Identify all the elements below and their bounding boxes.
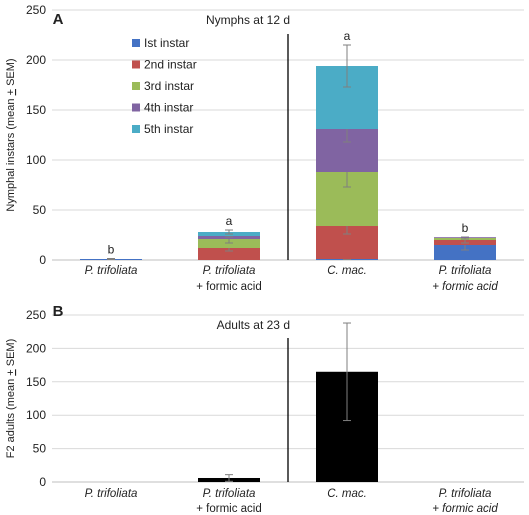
- panel-b-category-label: P. trifoliata: [439, 488, 492, 500]
- panel-a-significance-letter: a: [226, 214, 233, 228]
- panel-a-y-tick-label: 250: [26, 3, 46, 17]
- panel-a-legend-swatch: [132, 39, 140, 47]
- panel-b-bar-chart: 0 50 100 150 200 250 F2 adults (mean + SEM) B Ad…: [5, 303, 524, 515]
- panel-a-bar-segment: [434, 237, 496, 238]
- panel-a-legend-swatch: [132, 125, 140, 133]
- panel-b-category-label: P. trifoliata: [85, 488, 138, 500]
- panel-a-legend-swatch: [132, 60, 140, 69]
- panel-a-legend-swatch: [132, 82, 140, 90]
- panel-a-category-label-line2: + formic acid: [432, 281, 498, 293]
- panel-b-category-label-line2: + formic acid: [432, 503, 498, 515]
- panel-a-y-tick-label: 150: [26, 103, 46, 117]
- panel-b-y-tick-label: 250: [26, 308, 46, 322]
- panel-a-legend-label: 5th instar: [144, 122, 193, 136]
- panel-b-y-tick-label: 50: [33, 442, 47, 456]
- panel-b-panel-letter: B: [53, 303, 64, 320]
- panel-a-stacked-bar-chart: 0 50 100 150 200 250 Nymphal instars (mean + S…: [5, 3, 524, 293]
- panel-b-y-axis-title: F2 adults (mean + SEM): [5, 339, 17, 459]
- panel-a-legend-swatch: [132, 103, 140, 112]
- panel-a-y-tick-label: 50: [33, 203, 47, 217]
- panel-b-y-tick-label: 100: [26, 408, 46, 422]
- panel-b-title-backing: [190, 316, 288, 333]
- panel-a-significance-letter: b: [462, 221, 469, 235]
- panel-a-significance-letter: a: [344, 29, 351, 43]
- panel-a-panel-letter: A: [53, 11, 64, 28]
- panel-a-category-label: P. trifoliata: [85, 265, 138, 277]
- panel-a-category-label: P. trifoliata: [439, 265, 492, 277]
- panel-a-legend-label: 4th instar: [144, 101, 193, 115]
- panel-a-chart-title: Nymphs at 12 d: [206, 13, 290, 27]
- panel-a-category-label: C. mac.: [327, 265, 367, 277]
- panel-a-y-tick-label: 200: [26, 53, 46, 67]
- panel-b-y-tick-label: 0: [39, 475, 46, 489]
- panel-a-y-axis-title: Nymphal instars (mean + SEM): [5, 58, 17, 211]
- panel-b-category-label-line2: + formic acid: [196, 503, 262, 515]
- panel-b-y-tick-label: 150: [26, 375, 46, 389]
- panel-a-y-tick-label: 0: [39, 253, 46, 267]
- panel-a-title-backing: [190, 11, 288, 28]
- panel-b-chart-title: Adults at 23 d: [217, 318, 290, 332]
- panel-a-legend-label: 2nd instar: [144, 58, 197, 72]
- panel-a-category-label: P. trifoliata: [203, 265, 256, 277]
- panel-a-legend-label: Ist instar: [144, 36, 189, 50]
- panel-b-y-tick-label: 200: [26, 341, 46, 355]
- panel-b-category-label: C. mac.: [327, 488, 367, 500]
- panel-a-bar-segment: [434, 245, 496, 260]
- panel-a-significance-letter: b: [108, 243, 115, 257]
- panel-a-legend-label: 3rd instar: [144, 79, 194, 93]
- panel-a-y-tick-label: 100: [26, 153, 46, 167]
- panel-b-category-label: P. trifoliata: [203, 488, 256, 500]
- panel-a-category-label-line2: + formic acid: [196, 281, 262, 293]
- panel-a-bar-segment: [198, 248, 260, 260]
